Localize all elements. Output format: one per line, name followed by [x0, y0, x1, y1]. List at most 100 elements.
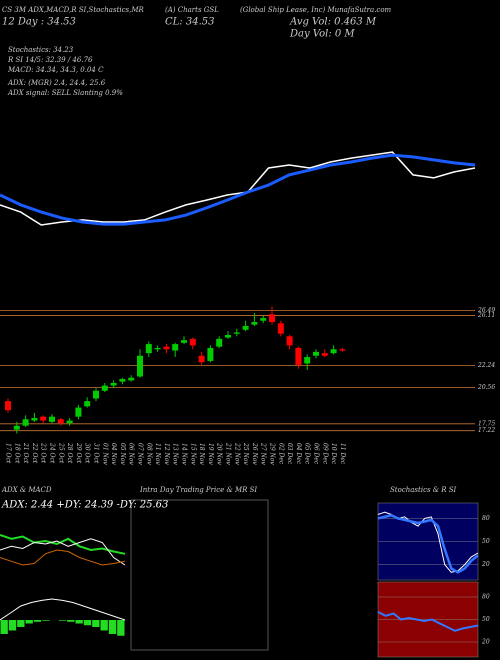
macd-bar: [117, 620, 125, 636]
candle-body: [207, 347, 214, 361]
x-tick-label: 23 Oct: [40, 442, 47, 464]
x-tick-label: 05 Dec: [304, 443, 311, 465]
macd-bar: [8, 620, 17, 631]
candle-body: [286, 336, 293, 346]
candle-body: [22, 419, 29, 426]
x-tick-label: 01 Nov: [101, 443, 108, 465]
x-tick-label: 18 Oct: [13, 443, 20, 464]
candle-body: [251, 322, 258, 325]
y-tick-label: 80: [482, 515, 490, 522]
x-tick-label: 06 Dec: [313, 443, 320, 465]
x-tick-label: 21 Nov: [225, 442, 232, 465]
header-text: Day Vol: 0 M: [289, 29, 355, 40]
candle-body: [13, 425, 20, 430]
x-tick-label: 13 Nov: [172, 443, 179, 465]
x-tick-label: 26 Nov: [251, 442, 258, 465]
x-tick-label: 10 Dec: [330, 443, 337, 465]
candle-body: [330, 349, 337, 354]
candle-body: [66, 420, 73, 424]
macd-bar: [108, 620, 117, 634]
y-tick-label: 17.22: [478, 427, 495, 434]
candle-body: [321, 353, 328, 356]
header-text: CS 3M ADX,MACD,R SI,Stochastics,MR: [2, 6, 145, 14]
x-tick-label: 11 Dec: [339, 443, 346, 465]
x-tick-label: 12 Nov: [163, 443, 170, 465]
x-tick-label: 11 Nov: [154, 443, 161, 465]
candle-body: [313, 351, 319, 356]
x-tick-label: 27 Nov: [260, 442, 267, 465]
candle-body: [40, 416, 47, 421]
series-line: [0, 598, 126, 621]
header-text: (A) Charts GSL: [165, 6, 219, 14]
macd-bar: [42, 620, 50, 621]
macd-bar: [33, 620, 42, 622]
candle-body: [172, 344, 179, 351]
series-line: [377, 513, 479, 574]
macd-bar: [75, 620, 83, 624]
candle-body: [49, 416, 55, 422]
panel-title: Stochastics & R SI: [390, 486, 457, 494]
candle-body: [242, 325, 249, 330]
candle-body: [189, 338, 196, 346]
x-tick-label: 09 Dec: [321, 443, 328, 465]
candle-body: [75, 407, 82, 417]
x-tick-label: 29 Oct: [75, 442, 82, 464]
intraday-panel: [130, 499, 269, 651]
candle-body: [216, 338, 223, 347]
series-line: [0, 534, 126, 555]
candle-body: [233, 332, 240, 334]
x-tick-label: 30 Oct: [84, 443, 91, 464]
candle-body: [269, 314, 275, 323]
series-line: [0, 538, 126, 566]
header-text: ADX: (MGR) 2.4, 24.4, 25.6: [7, 79, 106, 87]
x-tick-label: 24 Oct: [49, 442, 56, 464]
x-tick-label: 04 Dec: [295, 443, 302, 465]
x-tick-label: 25 Nov: [242, 442, 249, 465]
y-tick-label: 50: [482, 616, 490, 623]
series-line: [0, 151, 476, 226]
series-line: [377, 611, 479, 632]
x-tick-label: 20 Nov: [216, 442, 223, 465]
x-tick-label: 14 Nov: [181, 443, 188, 465]
x-tick-label: 03 Dec: [286, 443, 293, 465]
candle-body: [198, 355, 205, 363]
panel-title: ADX & MACD: [1, 486, 52, 494]
candle-body: [128, 377, 135, 381]
header-text: R SI 14/5: 32.39 / 46.76: [7, 56, 93, 64]
candle-body: [101, 385, 108, 391]
y-tick-label: 26.49: [477, 307, 495, 314]
candle-body: [110, 382, 117, 386]
header-text: Stochastics: 34.23: [8, 46, 74, 54]
macd-bar: [67, 620, 75, 622]
macd-bar: [58, 620, 67, 621]
candle-body: [93, 390, 99, 399]
x-tick-label: 04 Nov: [110, 443, 117, 465]
header-text: Avg Vol: 0.463 M: [289, 17, 377, 28]
candle-body: [277, 323, 284, 334]
header-text: (Global Ship Lease, Inc) MunafaSutra.com: [240, 6, 392, 14]
macd-bar: [0, 620, 8, 634]
candle-body: [119, 379, 126, 382]
candle-body: [84, 401, 91, 407]
x-tick-label: 29 Nov: [269, 442, 276, 465]
candle-body: [225, 335, 231, 338]
candle-body: [181, 340, 187, 343]
macd-bar: [25, 620, 33, 624]
candle-body: [31, 417, 38, 421]
y-tick-label: 22.24: [477, 362, 495, 369]
x-tick-label: 18 Nov: [198, 443, 205, 465]
x-tick-label: 21 Oct: [22, 442, 29, 464]
header-text: ADX signal: SELL Slanting 0.9%: [7, 89, 123, 97]
x-tick-label: 25 Oct: [57, 442, 64, 464]
series-line: [0, 153, 476, 226]
x-tick-label: 31 Oct: [93, 443, 100, 464]
header-text: 12 Day : 34.53: [2, 17, 76, 28]
candle-body: [137, 355, 143, 377]
x-tick-label: 02 Dec: [277, 443, 284, 465]
macd-bar: [100, 620, 108, 631]
x-tick-label: 05 Nov: [119, 443, 126, 465]
header-text: CL: 34.53: [165, 17, 214, 28]
x-tick-label: 22 Oct: [31, 442, 38, 464]
x-tick-label: 15 Nov: [189, 443, 196, 465]
